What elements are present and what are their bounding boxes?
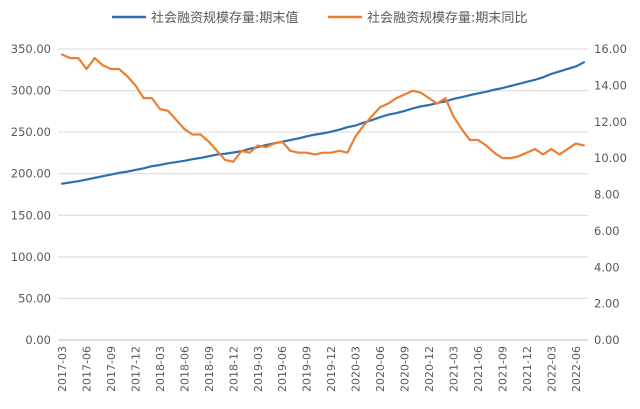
- y-tick-label-left: 0.00: [25, 333, 51, 347]
- x-tick-label: 2017-03: [56, 346, 69, 392]
- y-tick-label-right: 10.00: [594, 151, 627, 165]
- y-tick-label-right: 0.00: [594, 333, 620, 347]
- legend-label-series-1: 社会融资规模存量:期末值: [151, 10, 298, 26]
- y-tick-label-left: 50.00: [18, 291, 51, 305]
- y-tick-label-right: 4.00: [594, 260, 620, 274]
- series-line-2: [60, 53, 586, 163]
- x-tick-label: 2022-03: [545, 346, 558, 392]
- legend-label-series-2: 社会融资规模存量:期末同比: [367, 10, 527, 26]
- x-tick-label: 2017-12: [129, 346, 142, 392]
- y-tick-label-right: 6.00: [594, 224, 620, 238]
- x-tick-label: 2018-12: [227, 346, 240, 392]
- x-tick-label: 2020-03: [350, 346, 363, 392]
- y-tick-label-left: 300.00: [11, 84, 51, 98]
- y-axis-left: 0.00 50.00 100.00 150.00 200.00 250.00 300.00 3…: [11, 42, 51, 347]
- x-tick-label: 2019-06: [276, 346, 289, 392]
- y-tick-label-left: 350.00: [11, 42, 51, 56]
- x-axis: 2017-03 2017-06 2017-09 2017-12 2018-03 2018-…: [56, 339, 588, 392]
- y-tick-label-left: 100.00: [11, 250, 51, 264]
- x-tick-label: 2019-03: [252, 346, 265, 392]
- x-tick-label: 2022-06: [570, 346, 583, 392]
- x-tick-label: 2019-09: [301, 346, 314, 392]
- x-tick-label: 2018-09: [203, 346, 216, 392]
- x-tick-label: 2021-06: [472, 346, 485, 392]
- y-tick-label-left: 250.00: [11, 125, 51, 139]
- x-tick-label: 2021-12: [521, 346, 534, 392]
- series-line-1: [60, 61, 586, 185]
- y-tick-label-right: 8.00: [594, 188, 620, 202]
- x-tick-label: 2019-12: [325, 346, 338, 392]
- x-tick-label: 2018-03: [154, 346, 167, 392]
- y-axis-right: 0.00 2.00 4.00 6.00 8.00 10.00 12.00 14.00 16.00: [594, 42, 627, 347]
- x-tick-label: 2018-06: [178, 346, 191, 392]
- y-tick-label-right: 2.00: [594, 297, 620, 311]
- x-tick-label: 2020-12: [423, 346, 436, 392]
- y-tick-label-right: 14.00: [594, 78, 627, 92]
- x-tick-label: 2020-06: [374, 346, 387, 392]
- y-tick-label-right: 12.00: [594, 115, 627, 129]
- legend: 社会融资规模存量:期末值 社会融资规模存量:期末同比: [112, 10, 527, 26]
- x-tick-label: 2021-09: [496, 346, 509, 392]
- x-tick-label: 2017-06: [81, 346, 94, 392]
- y-tick-label-left: 150.00: [11, 208, 51, 222]
- y-tick-label-right: 16.00: [594, 42, 627, 56]
- x-tick-label: 2017-09: [105, 346, 118, 392]
- series-lines: [60, 53, 586, 185]
- x-tick-label: 2021-03: [447, 346, 460, 392]
- x-tick-label: 2020-09: [399, 346, 412, 392]
- y-tick-label-left: 200.00: [11, 167, 51, 181]
- gridlines: [58, 48, 588, 299]
